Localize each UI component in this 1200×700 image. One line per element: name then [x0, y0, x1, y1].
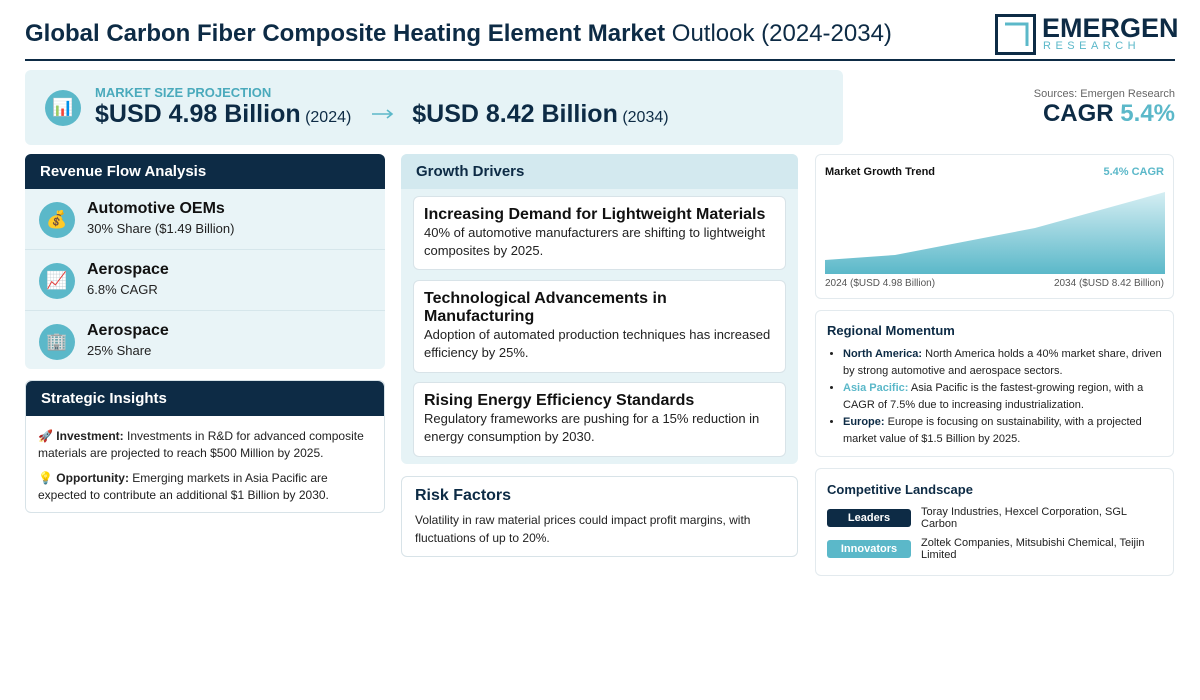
region-text: Europe is focusing on sustainability, wi… [843, 416, 1142, 445]
region-item: Asia Pacific: Asia Pacific is the fastes… [843, 380, 1162, 414]
end-year: (2034) [622, 109, 669, 126]
competitor-row: Innovators Zoltek Companies, Mitsubishi C… [827, 537, 1162, 561]
revenue-item: 🏢 Aerospace 25% Share [25, 311, 385, 372]
projection-values: $USD 4.98 Billion (2024) $USD 8.42 Billi… [95, 100, 669, 129]
drivers-panel: Growth Drivers Increasing Demand for Lig… [401, 154, 798, 464]
logo-box [995, 14, 1036, 55]
revenue-name: Aerospace [87, 322, 169, 339]
insight: 💡 Opportunity: Emerging markets in Asia … [38, 470, 372, 504]
projection-label: MARKET SIZE PROJECTION [95, 85, 272, 100]
trend-panel: Market Growth Trend 5.4% CAGR 2024 ($USD… [815, 154, 1174, 299]
driver-card: Rising Energy Efficiency Standards Regula… [413, 382, 786, 457]
competitive-title: Competitive Landscape [827, 482, 973, 497]
competitor-text: Zoltek Companies, Mitsubishi Chemical, T… [921, 537, 1145, 561]
insight: 🚀 Investment: Investments in R&D for adv… [38, 428, 372, 462]
revenue-detail: 30% Share ($1.49 Billion) [87, 221, 235, 236]
end-value: $USD 8.42 Billion [412, 100, 618, 128]
projection-icon: 📊 [45, 90, 81, 126]
driver-card: Technological Advancements in Manufactur… [413, 280, 786, 373]
title: Global Carbon Fiber Composite Heating El… [25, 20, 892, 48]
logo-name: EMERGEN [1042, 13, 1179, 43]
region-item: North America: North America holds a 40%… [843, 346, 1162, 380]
sources: Sources: Emergen Research [1033, 88, 1175, 100]
regional-panel: Regional Momentum North America: North A… [815, 310, 1174, 457]
trend-shape [825, 192, 1165, 274]
revenue-detail: 25% Share [87, 343, 152, 358]
title-bold: Global Carbon Fiber Composite Heating El… [25, 20, 666, 47]
logo-accent [1005, 22, 1029, 46]
region-text: Asia Pacific is the fastest-growing regi… [843, 382, 1144, 411]
driver-title: Increasing Demand for Lightweight Materi… [424, 206, 766, 223]
revenue-item: 💰 Automotive OEMs 30% Share ($1.49 Billion… [25, 189, 385, 250]
regional-list: North America: North America holds a 40%… [827, 346, 1162, 448]
region-name: Europe: [843, 416, 885, 428]
region-name: Asia Pacific: [843, 382, 909, 394]
insight-label: Opportunity: [56, 471, 129, 485]
revenue-icon: 🏢 [39, 324, 75, 360]
revenue-icon: 💰 [39, 202, 75, 238]
cagr-label: CAGR [1042, 100, 1114, 127]
title-rule [25, 59, 1175, 61]
revenue-name: Aerospace [87, 261, 169, 278]
title-rest: Outlook (2024-2034) [671, 20, 892, 47]
driver-card: Increasing Demand for Lightweight Materi… [413, 196, 786, 270]
insight-label: Investment: [56, 429, 124, 443]
risk-text: Volatility in raw material prices could … [415, 513, 751, 545]
insight-text: Investments in R&D for advanced composit… [38, 429, 364, 460]
trend-title: Market Growth Trend [825, 166, 936, 178]
cagr-value: 5.4% [1120, 100, 1175, 127]
revenue-detail: 6.8% CAGR [87, 282, 158, 297]
start-year: (2024) [305, 109, 352, 126]
regional-title: Regional Momentum [827, 323, 955, 338]
projection-panel: 📊 MARKET SIZE PROJECTION $USD 4.98 Billi… [25, 70, 843, 145]
trend-end: 2034 ($USD 8.42 Billion) [1053, 278, 1164, 289]
region-name: North America: [843, 348, 923, 360]
driver-title: Rising Energy Efficiency Standards [424, 392, 695, 409]
competitor-text: Toray Industries, Hexcel Corporation, SG… [921, 506, 1127, 530]
driver-title: Technological Advancements in Manufactur… [424, 290, 667, 325]
insights-panel: Strategic Insights 🚀 Investment: Investm… [25, 380, 385, 513]
drivers-title: Growth Drivers [401, 154, 798, 189]
logo-tagline: RESEARCH [1043, 40, 1141, 52]
start-value: $USD 4.98 Billion [95, 100, 301, 128]
revenue-item: 📈 Aerospace 6.8% CAGR [25, 250, 385, 311]
risk-title: Risk Factors [415, 487, 512, 504]
risk-panel: Risk Factors Volatility in raw material … [401, 476, 798, 557]
revenue-icon: 📈 [39, 263, 75, 299]
region-item: Europe: Europe is focusing on sustainabi… [843, 414, 1162, 448]
insights-title: Strategic Insights [26, 381, 384, 416]
trend-badge: 5.4% CAGR [1103, 166, 1164, 178]
driver-text: Regulatory frameworks are pushing for a … [424, 411, 760, 444]
region-text: North America holds a 40% market share, … [843, 348, 1162, 377]
revenue-title: Revenue Flow Analysis [25, 154, 385, 189]
trend-start: 2024 ($USD 4.98 Billion) [825, 278, 936, 289]
arrow-path [371, 109, 394, 119]
driver-text: 40% of automotive manufacturers are shif… [424, 225, 766, 258]
insight-text: Emerging markets in Asia Pacific are exp… [38, 471, 329, 502]
competitor-tag: Leaders [827, 509, 911, 527]
trend-area [825, 192, 1165, 274]
insight-icon: 🚀 [38, 429, 53, 443]
revenue-name: Automotive OEMs [87, 200, 225, 217]
insight-icon: 💡 [38, 471, 53, 485]
revenue-panel: Revenue Flow Analysis 💰 Automotive OEMs 30… [25, 154, 385, 369]
cagr: CAGR 5.4% [1043, 100, 1175, 128]
arrow [371, 109, 394, 119]
competitor-row: Leaders Toray Industries, Hexcel Corporat… [827, 506, 1162, 530]
competitive-panel: Competitive Landscape Leaders Toray Indus… [815, 468, 1174, 576]
driver-text: Adoption of automated production techniq… [424, 327, 771, 360]
logo-mark [995, 14, 1036, 55]
competitor-tag: Innovators [827, 540, 911, 558]
